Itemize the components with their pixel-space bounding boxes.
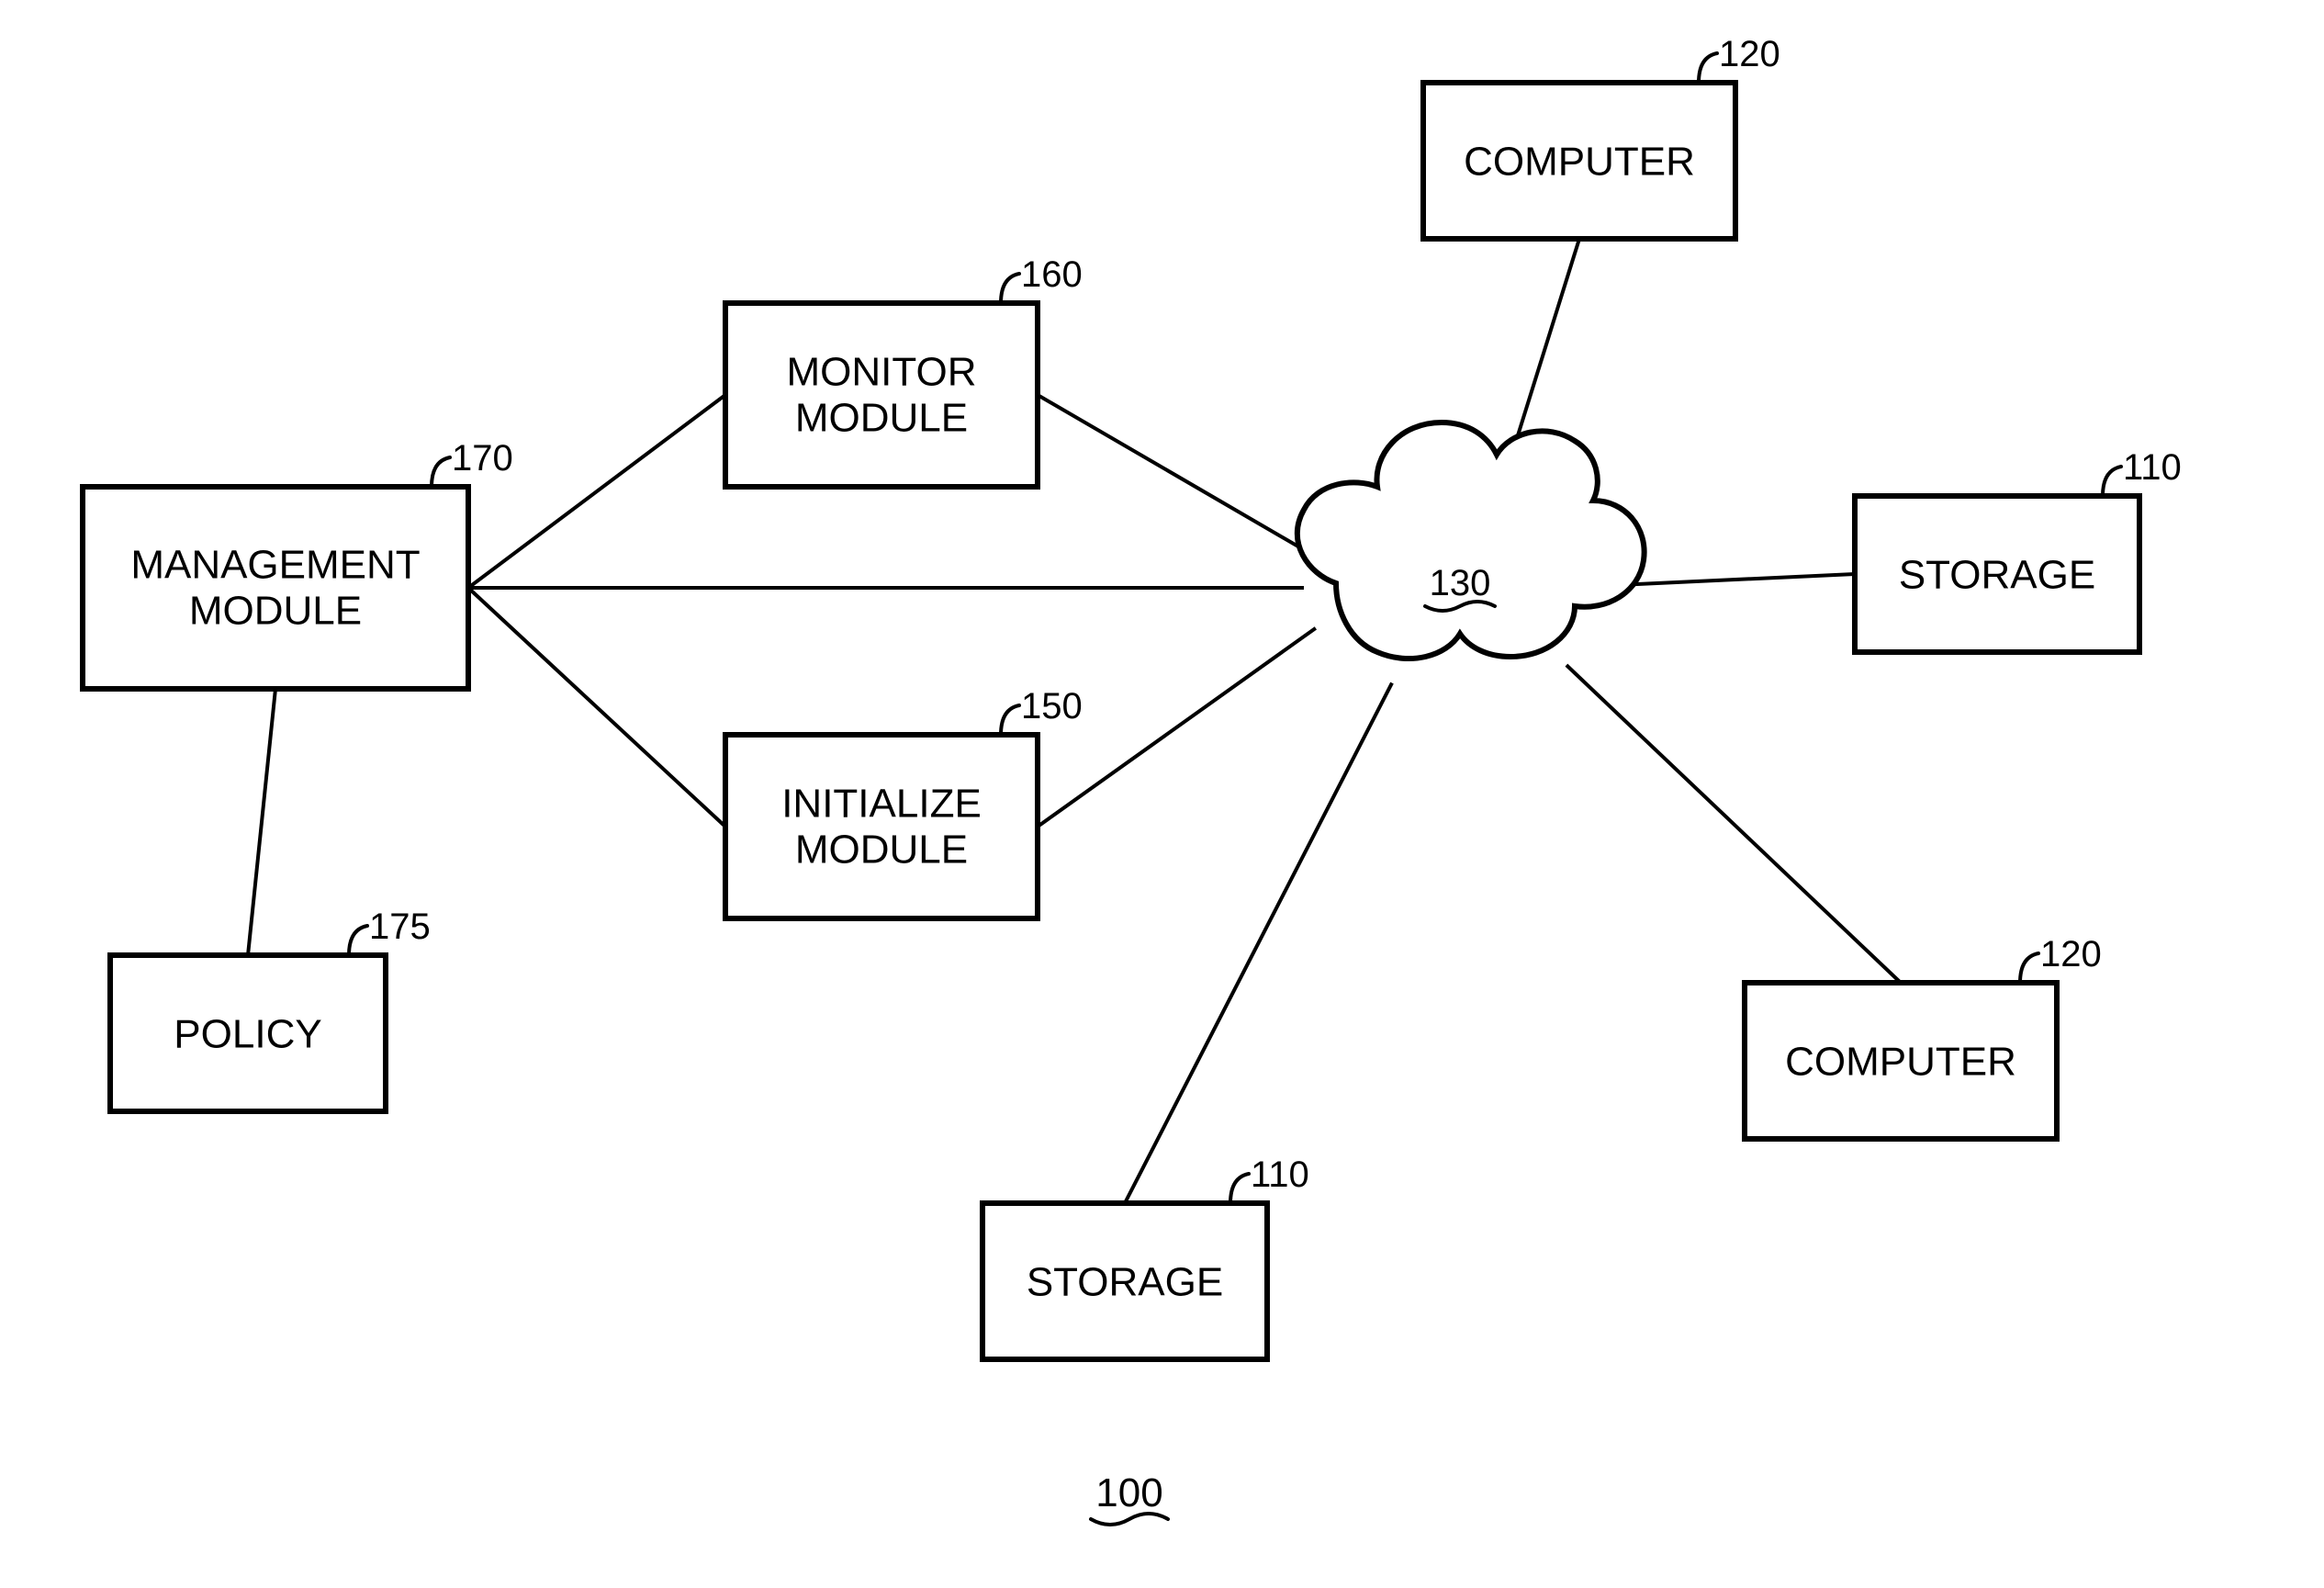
node-monitor-ref-tick <box>1001 274 1019 303</box>
figure-ref: 100 <box>1095 1470 1162 1515</box>
node-initialize-ref-tick <box>1001 705 1019 735</box>
node-storage_right-ref: 110 <box>2123 447 2182 488</box>
node-computer_top-ref-tick <box>1699 53 1717 83</box>
node-computer_right-label: COMPUTER <box>1785 1040 2016 1085</box>
node-initialize-ref: 150 <box>1021 686 1083 726</box>
node-policy-ref-tick <box>349 926 367 955</box>
edge-management-initialize <box>468 588 725 827</box>
node-storage_bottom-ref: 110 <box>1251 1154 1309 1195</box>
edge-management-monitor <box>468 395 725 588</box>
node-initialize-label-1: INITIALIZE <box>781 782 982 827</box>
node-monitor-label-2: MODULE <box>795 396 968 441</box>
node-computer_right-ref-tick <box>2020 953 2038 983</box>
node-initialize-label-2: MODULE <box>795 828 968 873</box>
node-computer_top-label: COMPUTER <box>1464 140 1695 185</box>
node-policy-label: POLICY <box>174 1012 321 1057</box>
cloud-ref: 130 <box>1430 563 1491 603</box>
node-management-ref: 170 <box>452 438 513 479</box>
node-storage_bottom-label: STORAGE <box>1027 1260 1223 1305</box>
edge-monitor-cloud <box>1038 395 1312 555</box>
node-management-ref-tick <box>432 457 450 487</box>
node-management-label-1: MANAGEMENT <box>130 543 420 588</box>
node-storage_bottom-ref-tick <box>1230 1174 1249 1203</box>
node-computer_top-ref: 120 <box>1719 34 1780 74</box>
edge-cloud-storage_bottom <box>1125 683 1392 1203</box>
cloud-node <box>1297 422 1645 659</box>
node-storage_right-ref-tick <box>2103 467 2121 496</box>
edge-initialize-cloud <box>1038 628 1316 827</box>
edge-cloud-computer_right <box>1566 665 1901 983</box>
node-storage_right-label: STORAGE <box>1899 553 2095 598</box>
edge-management-policy <box>248 689 275 955</box>
edge-cloud-storage_right <box>1616 574 1855 585</box>
node-monitor-label-1: MONITOR <box>787 350 977 395</box>
node-management-label-2: MODULE <box>189 589 362 634</box>
node-computer_right-ref: 120 <box>2040 934 2102 974</box>
node-policy-ref: 175 <box>369 907 431 947</box>
node-monitor-ref: 160 <box>1021 254 1083 295</box>
